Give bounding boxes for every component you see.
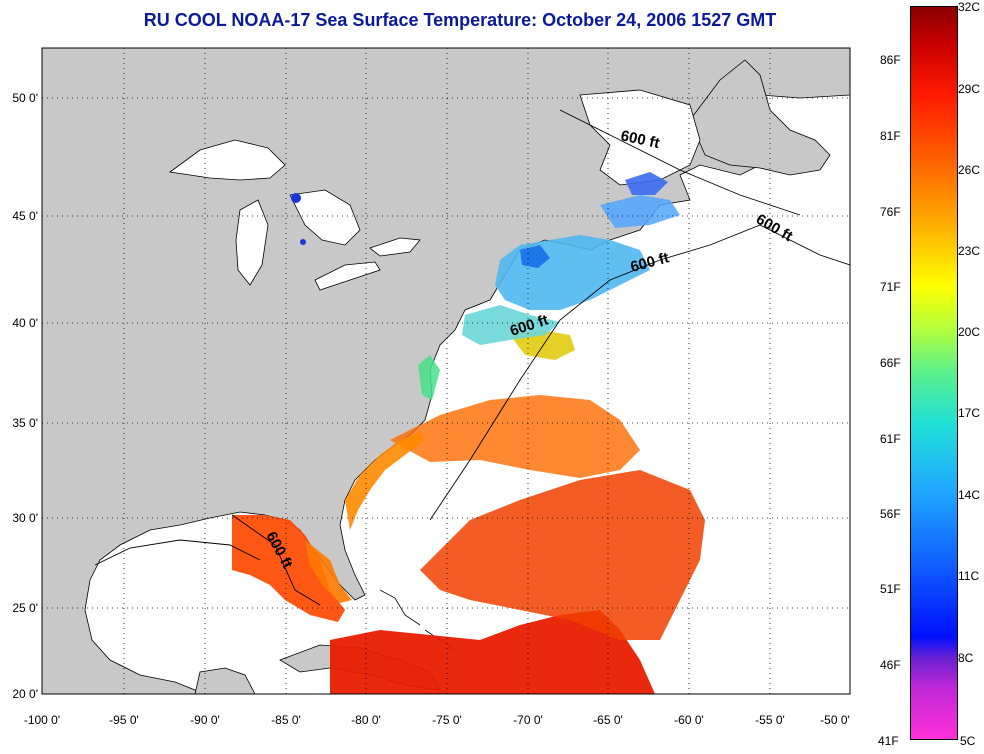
lake-superior (168, 139, 286, 181)
colorbar-c-label: 17C (958, 406, 981, 420)
lake-ontario (369, 237, 421, 257)
x-tick-label: -95 0' (109, 713, 139, 727)
lake-huron (289, 189, 361, 246)
colorbar-f-label: 81F (880, 129, 901, 143)
colorbar-f-label: 56F (880, 507, 901, 521)
x-tick-label: -70 0' (513, 713, 543, 727)
y-tick-label: 25 0' (12, 601, 38, 615)
colorbar-c-label: 32C (958, 0, 981, 14)
y-axis: 50 0' 45 0' 40 0' 35 0' 30 0' 25 0' 20 0… (12, 91, 38, 701)
temperature-colorbar (910, 6, 958, 740)
map-title: RU COOL NOAA-17 Sea Surface Temperature:… (143, 10, 777, 30)
y-tick-label: 40 0' (12, 316, 38, 330)
colorbar-c-label: 29C (958, 82, 981, 96)
lake-michigan (235, 199, 269, 286)
sst-st-lawrence (625, 172, 668, 195)
sst-carolinas-coast (345, 432, 425, 530)
sst-caribbean (330, 610, 655, 694)
x-tick-label: -60 0' (674, 713, 704, 727)
colorbar-f-label: 76F (880, 205, 901, 219)
sst-lake-dot-2 (300, 239, 306, 245)
colorbar-c-label: 8C (958, 651, 974, 665)
x-tick-label: -65 0' (593, 713, 623, 727)
sst-data-layer (232, 172, 705, 694)
sst-nova-scotia (600, 195, 680, 228)
colorbar-f-label: 41F (878, 734, 899, 748)
lake-erie (314, 261, 381, 291)
colorbar-c-label: 26C (958, 163, 981, 177)
colorbar-f-label: 66F (880, 356, 901, 370)
colorbar-c-label: 11C (958, 569, 980, 583)
sst-chesapeake (418, 355, 440, 400)
newfoundland-land (689, 59, 831, 176)
sst-long-island (462, 305, 560, 345)
y-tick-label: 45 0' (12, 209, 38, 223)
x-tick-label: -75 0' (432, 713, 462, 727)
x-tick-label: -100 0' (24, 713, 60, 727)
y-tick-label: 35 0' (12, 416, 38, 430)
x-tick-label: -85 0' (271, 713, 301, 727)
colorbar-c-label: 5C (960, 734, 976, 748)
x-tick-label: -55 0' (755, 713, 785, 727)
sst-lake-dot (291, 193, 301, 203)
x-axis: -100 0' -95 0' -90 0' -85 0' -80 0' -75 … (24, 713, 850, 727)
x-tick-label: -50 0' (820, 713, 850, 727)
y-tick-label: 20 0' (12, 687, 38, 701)
colorbar-f-label: 86F (880, 53, 901, 67)
sst-florida-shelf (305, 540, 352, 603)
colorbar-f-label: 46F (880, 658, 901, 672)
x-tick-label: -80 0' (351, 713, 381, 727)
sst-gulf-stream (390, 395, 640, 478)
sst-gulf-of-maine (520, 245, 550, 268)
y-tick-label: 50 0' (12, 91, 38, 105)
colorbar-f-label: 61F (880, 432, 901, 446)
plot-border (41, 47, 851, 695)
colorbar-f-label: 51F (880, 582, 901, 596)
colorbar-f-label: 71F (880, 280, 901, 294)
colorbar-c-label: 14C (958, 488, 981, 502)
shelf-contours (94, 109, 850, 606)
colorbar-c-label: 20C (958, 325, 981, 339)
sst-south-atlantic (420, 470, 705, 640)
sst-gulf-florida (232, 515, 345, 622)
yucatan-land (194, 667, 256, 694)
x-tick-label: -90 0' (190, 713, 220, 727)
y-tick-label: 30 0' (12, 511, 38, 525)
colorbar-c-label: 23C (958, 244, 981, 258)
